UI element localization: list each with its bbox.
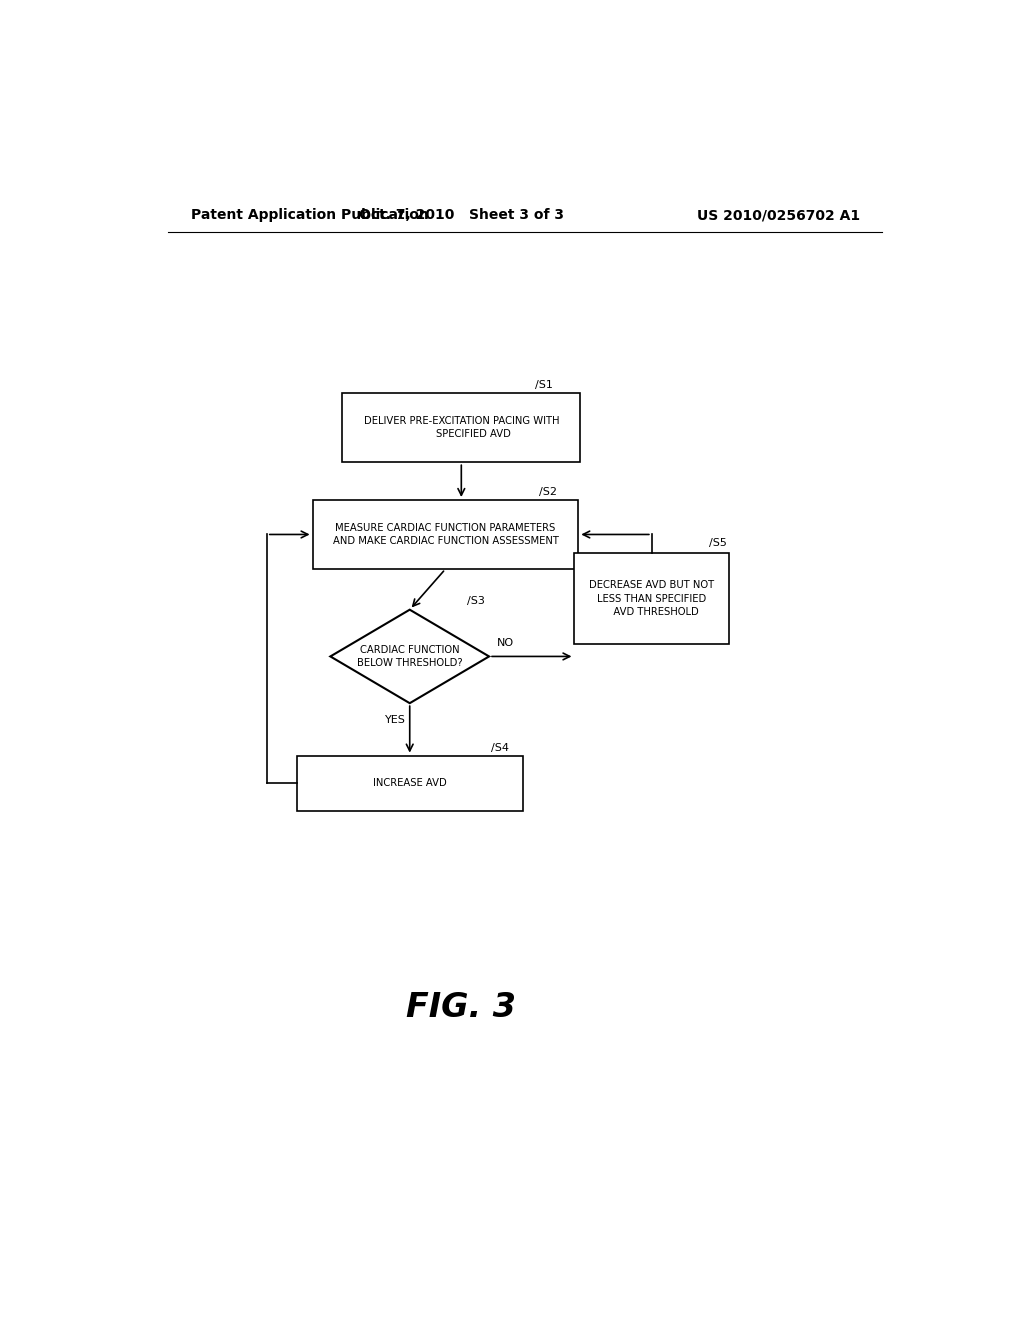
Text: Patent Application Publication: Patent Application Publication: [191, 209, 429, 222]
Text: ∕S4: ∕S4: [490, 743, 509, 752]
Bar: [574, 553, 729, 644]
Text: ∕S2: ∕S2: [539, 487, 557, 496]
Text: US 2010/0256702 A1: US 2010/0256702 A1: [697, 209, 860, 222]
Text: CARDIAC FUNCTION
BELOW THRESHOLD?: CARDIAC FUNCTION BELOW THRESHOLD?: [357, 645, 463, 668]
Text: ∕S3: ∕S3: [467, 595, 484, 606]
Bar: [297, 755, 523, 812]
Bar: [312, 500, 579, 569]
Text: DECREASE AVD BUT NOT
LESS THAN SPECIFIED
   AVD THRESHOLD: DECREASE AVD BUT NOT LESS THAN SPECIFIED…: [589, 581, 715, 616]
Text: Oct. 7, 2010   Sheet 3 of 3: Oct. 7, 2010 Sheet 3 of 3: [358, 209, 564, 222]
Text: ∕S5: ∕S5: [709, 537, 727, 548]
Text: DELIVER PRE-EXCITATION PACING WITH
        SPECIFIED AVD: DELIVER PRE-EXCITATION PACING WITH SPECI…: [364, 416, 559, 440]
Bar: [342, 393, 581, 462]
Text: YES: YES: [385, 715, 406, 726]
Text: ∕S1: ∕S1: [536, 380, 553, 391]
Text: MEASURE CARDIAC FUNCTION PARAMETERS
AND MAKE CARDIAC FUNCTION ASSESSMENT: MEASURE CARDIAC FUNCTION PARAMETERS AND …: [333, 523, 558, 546]
Polygon shape: [331, 610, 489, 704]
Text: INCREASE AVD: INCREASE AVD: [373, 779, 446, 788]
Text: NO: NO: [497, 639, 514, 648]
Text: FIG. 3: FIG. 3: [407, 990, 516, 1023]
